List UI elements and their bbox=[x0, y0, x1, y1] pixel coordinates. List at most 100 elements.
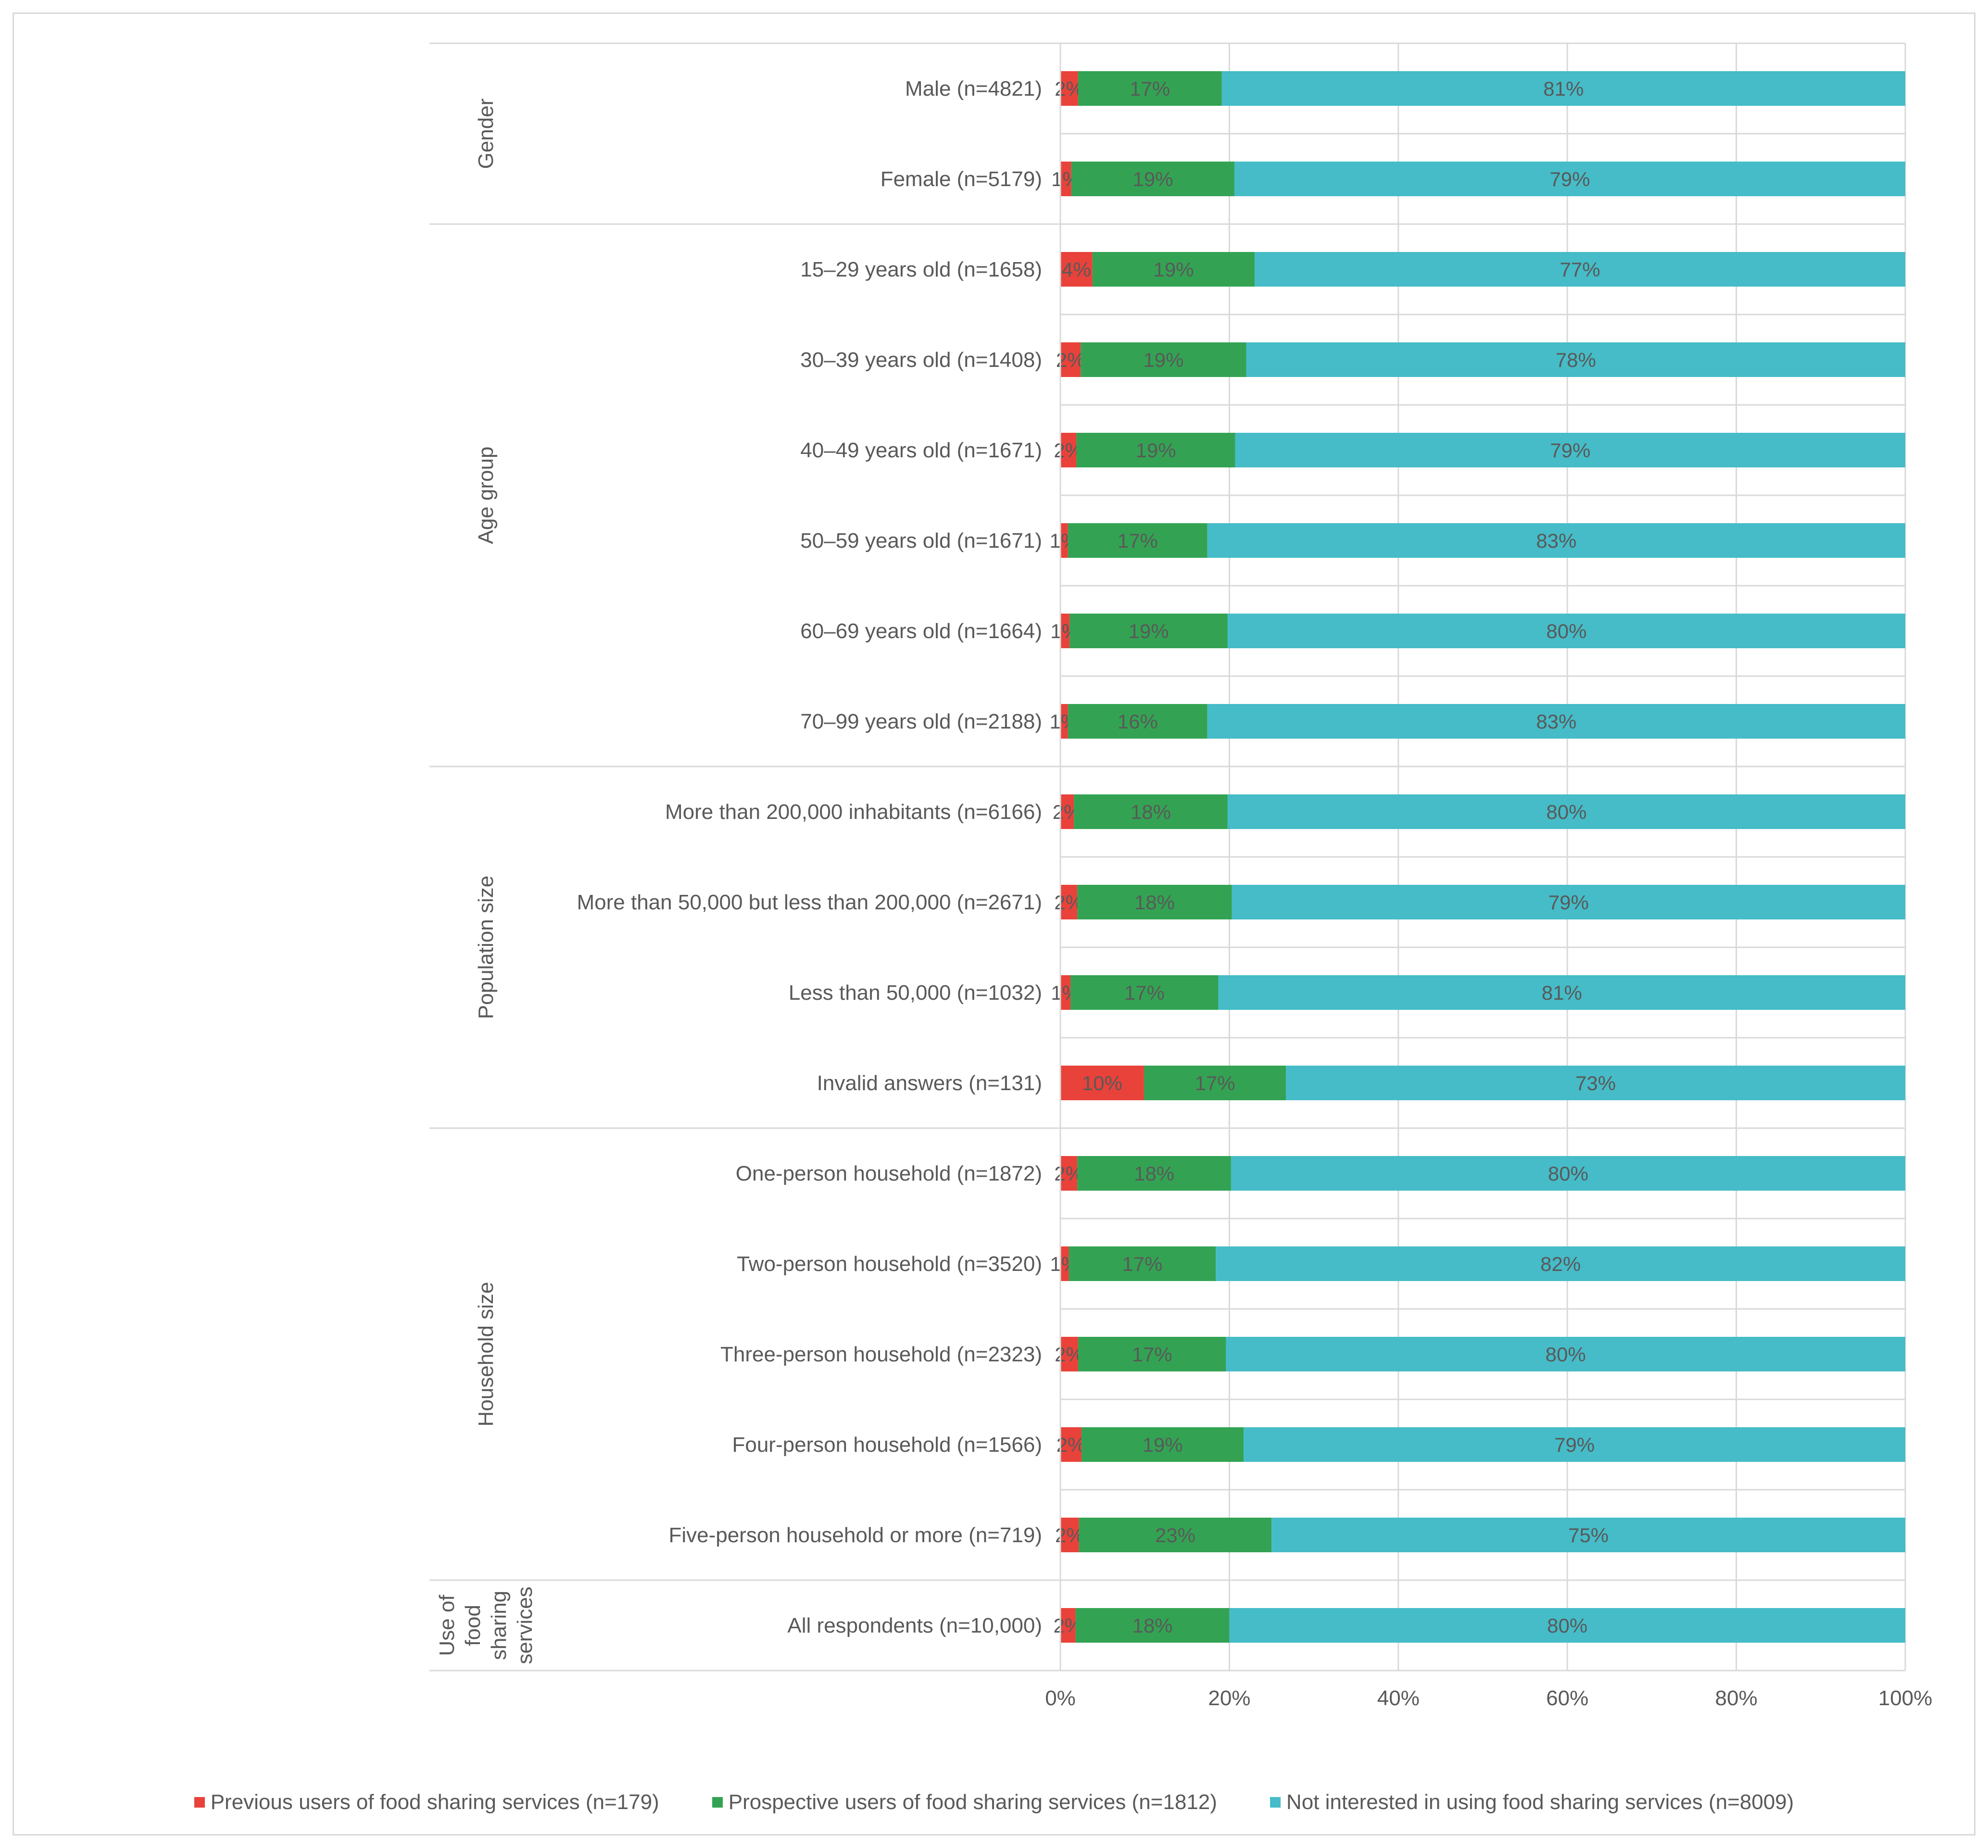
group-label: sharing bbox=[487, 1591, 511, 1660]
legend-label-previous-users: Previous users of food sharing services … bbox=[210, 1790, 659, 1814]
bar-segment bbox=[1077, 1156, 1231, 1191]
bar-segment bbox=[1235, 433, 1905, 467]
group-label: Age group bbox=[474, 446, 498, 544]
bar-value-label: 17% bbox=[1132, 1343, 1172, 1366]
x-tick-label: 100% bbox=[1878, 1686, 1933, 1710]
legend-swatch-not-interested bbox=[1270, 1797, 1281, 1808]
bar-segment bbox=[1060, 1608, 1076, 1643]
category-label: Three-person household (n=2323) bbox=[720, 1343, 1042, 1366]
bar-segment bbox=[1069, 614, 1228, 648]
category-label: Male (n=4821) bbox=[905, 77, 1042, 101]
bar-segment bbox=[1232, 885, 1905, 919]
group-label: Use of bbox=[435, 1595, 459, 1656]
bar-value-label: 19% bbox=[1136, 439, 1176, 462]
group-label: Population size bbox=[474, 876, 498, 1019]
bar-value-label: 75% bbox=[1568, 1524, 1609, 1546]
bar-segment bbox=[1068, 523, 1208, 558]
bar-value-label: 17% bbox=[1118, 529, 1158, 552]
category-label: Less than 50,000 (n=1032) bbox=[789, 981, 1042, 1005]
bar-value-label: 73% bbox=[1575, 1072, 1616, 1094]
group-label: Gender bbox=[474, 99, 498, 169]
bar-segment bbox=[1078, 71, 1222, 106]
bar-segment bbox=[1060, 1427, 1082, 1462]
bar-value-label: 82% bbox=[1540, 1253, 1581, 1275]
bar-segment bbox=[1078, 1337, 1226, 1371]
bar-value-label: 79% bbox=[1554, 1433, 1595, 1456]
x-tick-label: 0% bbox=[1045, 1686, 1076, 1710]
bar-segment bbox=[1060, 1518, 1079, 1552]
bar-segment bbox=[1234, 162, 1905, 196]
bar-value-label: 83% bbox=[1536, 710, 1576, 733]
x-tick-label: 20% bbox=[1208, 1686, 1250, 1710]
bar-value-label: 19% bbox=[1143, 349, 1183, 371]
bar-value-label: 19% bbox=[1153, 258, 1194, 281]
bar-segment bbox=[1227, 614, 1905, 648]
bar-segment bbox=[1271, 1518, 1905, 1552]
bar-value-label: 81% bbox=[1542, 981, 1582, 1004]
bar-value-label: 17% bbox=[1122, 1253, 1162, 1275]
bar-value-label: 17% bbox=[1130, 77, 1170, 100]
legend-label-not-interested: Not interested in using food sharing ser… bbox=[1286, 1790, 1794, 1814]
bar-segment bbox=[1244, 1427, 1905, 1462]
bar-segment bbox=[1060, 433, 1077, 467]
bar-value-label: 2% bbox=[1057, 1433, 1086, 1456]
bar-value-label: 18% bbox=[1134, 891, 1175, 914]
bar-value-label: 16% bbox=[1118, 710, 1158, 733]
bar-segment bbox=[1231, 1156, 1905, 1191]
bar-value-label: 80% bbox=[1547, 1614, 1587, 1637]
bar-segment bbox=[1070, 975, 1219, 1010]
bar-segment bbox=[1060, 162, 1071, 196]
x-tick-label: 40% bbox=[1377, 1686, 1420, 1710]
bar-segment bbox=[1060, 252, 1093, 287]
bar-segment bbox=[1226, 1337, 1905, 1371]
category-label: 15–29 years old (n=1658) bbox=[800, 258, 1042, 281]
bar-segment bbox=[1074, 794, 1228, 829]
bar-segment bbox=[1060, 704, 1068, 739]
bar-segment bbox=[1071, 162, 1234, 196]
bar-value-label: 78% bbox=[1556, 349, 1596, 371]
bar-segment bbox=[1229, 1608, 1905, 1643]
bar-value-label: 18% bbox=[1131, 801, 1171, 823]
category-label: All respondents (n=10,000) bbox=[787, 1614, 1042, 1637]
bar-value-label: 18% bbox=[1132, 1614, 1172, 1637]
bar-value-label: 79% bbox=[1548, 891, 1589, 914]
bar-segment bbox=[1207, 704, 1905, 739]
bar-value-label: 19% bbox=[1143, 1433, 1183, 1456]
bar-value-label: 83% bbox=[1536, 529, 1576, 552]
bar-segment bbox=[1060, 885, 1078, 919]
bar-segment bbox=[1060, 794, 1074, 829]
x-tick-label: 60% bbox=[1546, 1686, 1588, 1710]
legend-item-prospective-users: Prospective users of food sharing servic… bbox=[712, 1790, 1217, 1814]
bar-segment bbox=[1068, 704, 1208, 739]
bar-value-label: 80% bbox=[1546, 620, 1586, 642]
bar-segment bbox=[1218, 975, 1905, 1010]
bar-segment bbox=[1060, 975, 1071, 1010]
category-label: Invalid answers (n=131) bbox=[817, 1071, 1042, 1095]
bar-value-label: 80% bbox=[1546, 801, 1586, 823]
bar-segment bbox=[1060, 1246, 1069, 1281]
bar-value-label: 19% bbox=[1132, 168, 1173, 190]
group-label: food bbox=[461, 1605, 485, 1646]
bar-segment bbox=[1060, 1066, 1144, 1100]
bar-segment bbox=[1144, 1066, 1286, 1100]
bar-value-label: 17% bbox=[1195, 1072, 1235, 1094]
bar-value-label: 23% bbox=[1155, 1524, 1195, 1546]
bar-segment bbox=[1060, 1337, 1078, 1371]
bar-segment bbox=[1060, 1156, 1078, 1191]
bar-value-label: 18% bbox=[1134, 1162, 1174, 1185]
bar-segment bbox=[1060, 523, 1068, 558]
bar-value-label: 80% bbox=[1546, 1343, 1586, 1366]
legend-item-not-interested: Not interested in using food sharing ser… bbox=[1270, 1790, 1794, 1814]
bar-value-label: 80% bbox=[1548, 1162, 1588, 1185]
legend-item-previous-users: Previous users of food sharing services … bbox=[194, 1790, 659, 1814]
bar-segment bbox=[1076, 433, 1235, 467]
bar-value-label: 19% bbox=[1129, 620, 1169, 642]
group-label: services bbox=[513, 1586, 537, 1664]
category-label: 50–59 years old (n=1671) bbox=[800, 529, 1042, 553]
bar-value-label: 4% bbox=[1062, 258, 1091, 281]
category-label: One-person household (n=1872) bbox=[736, 1162, 1042, 1185]
bar-segment bbox=[1060, 342, 1081, 377]
bar-segment bbox=[1060, 71, 1078, 106]
category-label: 70–99 years old (n=2188) bbox=[800, 710, 1042, 733]
